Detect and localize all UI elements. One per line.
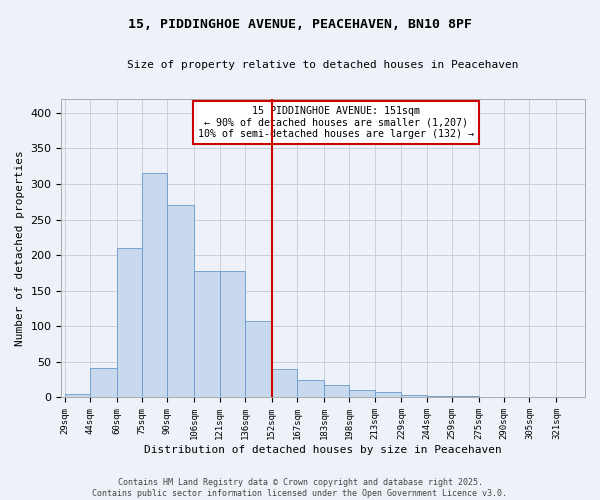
Bar bbox=[529, 397, 556, 398]
Bar bbox=[401, 394, 427, 398]
Bar bbox=[167, 206, 194, 398]
Bar bbox=[504, 397, 529, 398]
Bar bbox=[272, 369, 297, 398]
X-axis label: Distribution of detached houses by size in Peacehaven: Distribution of detached houses by size … bbox=[145, 445, 502, 455]
Bar bbox=[427, 396, 452, 398]
Bar bbox=[90, 368, 117, 398]
Text: 15 PIDDINGHOE AVENUE: 151sqm
← 90% of detached houses are smaller (1,207)
10% of: 15 PIDDINGHOE AVENUE: 151sqm ← 90% of de… bbox=[198, 106, 474, 139]
Y-axis label: Number of detached properties: Number of detached properties bbox=[15, 150, 25, 346]
Bar bbox=[65, 394, 90, 398]
Bar bbox=[194, 271, 220, 398]
Bar bbox=[220, 271, 245, 398]
Title: Size of property relative to detached houses in Peacehaven: Size of property relative to detached ho… bbox=[127, 60, 519, 70]
Bar bbox=[297, 380, 324, 398]
Bar bbox=[245, 320, 272, 398]
Text: 15, PIDDINGHOE AVENUE, PEACEHAVEN, BN10 8PF: 15, PIDDINGHOE AVENUE, PEACEHAVEN, BN10 … bbox=[128, 18, 472, 30]
Bar bbox=[479, 397, 504, 398]
Bar bbox=[142, 174, 167, 398]
Bar bbox=[117, 248, 142, 398]
Bar bbox=[374, 392, 401, 398]
Bar bbox=[556, 397, 581, 398]
Bar bbox=[452, 396, 479, 398]
Text: Contains HM Land Registry data © Crown copyright and database right 2025.
Contai: Contains HM Land Registry data © Crown c… bbox=[92, 478, 508, 498]
Bar bbox=[324, 384, 349, 398]
Bar bbox=[349, 390, 374, 398]
